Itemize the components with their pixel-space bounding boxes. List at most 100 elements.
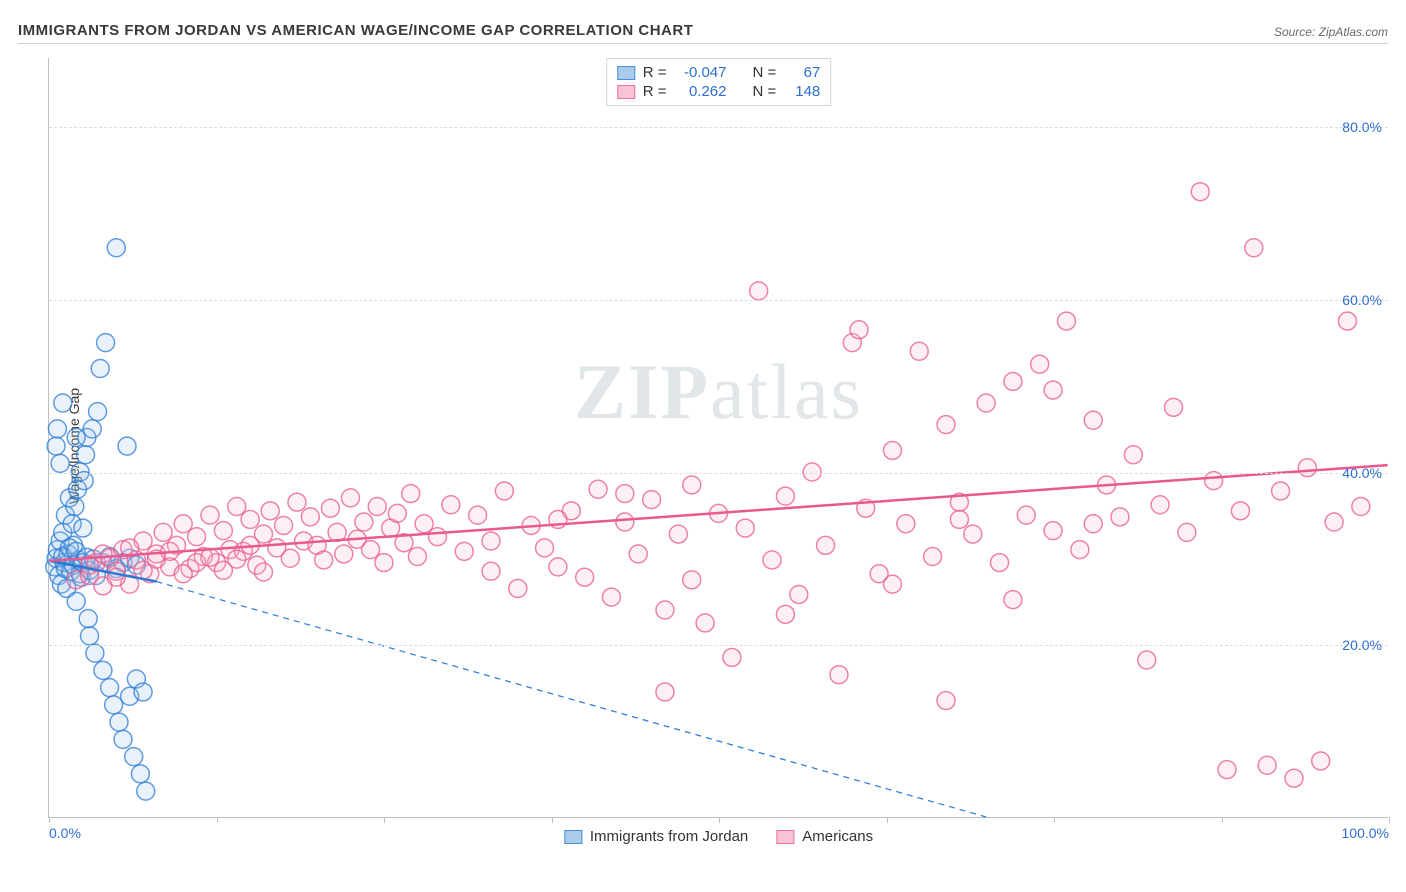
data-point [214, 522, 232, 540]
data-point [643, 491, 661, 509]
trend-line-extrapolated [156, 582, 986, 817]
data-point [1004, 591, 1022, 609]
correlation-n-value: 148 [784, 83, 820, 100]
data-point [89, 403, 107, 421]
data-point [315, 551, 333, 569]
data-point [776, 605, 794, 623]
data-point [455, 542, 473, 560]
y-tick-label: 40.0% [1342, 465, 1382, 481]
x-tick [887, 817, 888, 823]
correlation-legend-row: R =0.262N =148 [617, 82, 821, 101]
legend-swatch [617, 85, 635, 99]
data-point [937, 692, 955, 710]
data-point [48, 420, 66, 438]
x-tick [552, 817, 553, 823]
data-point [469, 506, 487, 524]
legend-swatch [617, 66, 635, 80]
chart-title: IMMIGRANTS FROM JORDAN VS AMERICAN WAGE/… [18, 22, 693, 39]
data-point [495, 482, 513, 500]
data-point [1084, 515, 1102, 533]
data-point [131, 765, 149, 783]
chart-container: IMMIGRANTS FROM JORDAN VS AMERICAN WAGE/… [0, 0, 1406, 892]
data-point [241, 510, 259, 528]
correlation-n-value: 67 [784, 64, 820, 81]
data-point [408, 548, 426, 566]
correlation-r-value: -0.047 [675, 64, 727, 81]
data-point [1044, 522, 1062, 540]
data-point [1071, 541, 1089, 559]
data-point [1017, 506, 1035, 524]
data-point [125, 748, 143, 766]
data-point [201, 506, 219, 524]
plot-area: ZIPatlas R =-0.047N =67R =0.262N =148 Im… [48, 58, 1388, 818]
gridline [49, 300, 1388, 301]
x-tick [384, 817, 385, 823]
correlation-r-value: 0.262 [675, 83, 727, 100]
data-point [1231, 502, 1249, 520]
data-point [683, 476, 701, 494]
data-point [723, 648, 741, 666]
data-point [228, 550, 246, 568]
data-point [964, 525, 982, 543]
scatter-svg [49, 58, 1388, 817]
data-point [105, 696, 123, 714]
data-point [1151, 496, 1169, 514]
data-point [1124, 446, 1142, 464]
data-point [1044, 381, 1062, 399]
data-point [275, 516, 293, 534]
data-point [1245, 239, 1263, 257]
data-point [428, 528, 446, 546]
data-point [288, 493, 306, 511]
legend-swatch [564, 830, 582, 844]
data-point [776, 487, 794, 505]
x-tick [1389, 817, 1390, 823]
data-point [79, 610, 97, 628]
data-point [137, 782, 155, 800]
data-point [1178, 523, 1196, 541]
x-tick [49, 817, 50, 823]
data-point [86, 644, 104, 662]
data-point [118, 437, 136, 455]
data-point [75, 472, 93, 490]
legend-item: Immigrants from Jordan [564, 828, 748, 845]
data-point [897, 515, 915, 533]
data-point [261, 502, 279, 520]
x-tick-label: 0.0% [49, 825, 81, 841]
data-point [750, 282, 768, 300]
data-point [81, 627, 99, 645]
data-point [255, 563, 273, 581]
data-point [616, 485, 634, 503]
data-point [442, 496, 460, 514]
data-point [602, 588, 620, 606]
y-tick-label: 20.0% [1342, 637, 1382, 653]
data-point [977, 394, 995, 412]
data-point [67, 429, 85, 447]
data-point [1325, 513, 1343, 531]
data-point [736, 519, 754, 537]
data-point [341, 489, 359, 507]
data-point [1138, 651, 1156, 669]
data-point [107, 239, 125, 257]
data-point [1191, 183, 1209, 201]
data-point [134, 683, 152, 701]
data-point [97, 334, 115, 352]
data-point [1272, 482, 1290, 500]
data-point [629, 545, 647, 563]
correlation-legend: R =-0.047N =67R =0.262N =148 [606, 58, 832, 106]
data-point [817, 536, 835, 554]
data-point [107, 568, 125, 586]
data-point [301, 508, 319, 526]
data-point [576, 568, 594, 586]
correlation-legend-row: R =-0.047N =67 [617, 63, 821, 82]
y-tick-label: 60.0% [1342, 292, 1382, 308]
data-point [368, 498, 386, 516]
data-point [924, 548, 942, 566]
data-point [101, 679, 119, 697]
data-point [335, 545, 353, 563]
data-point [1285, 769, 1303, 787]
x-tick [1222, 817, 1223, 823]
gridline [49, 473, 1388, 474]
data-point [388, 504, 406, 522]
data-point [1004, 372, 1022, 390]
data-point [1312, 752, 1330, 770]
